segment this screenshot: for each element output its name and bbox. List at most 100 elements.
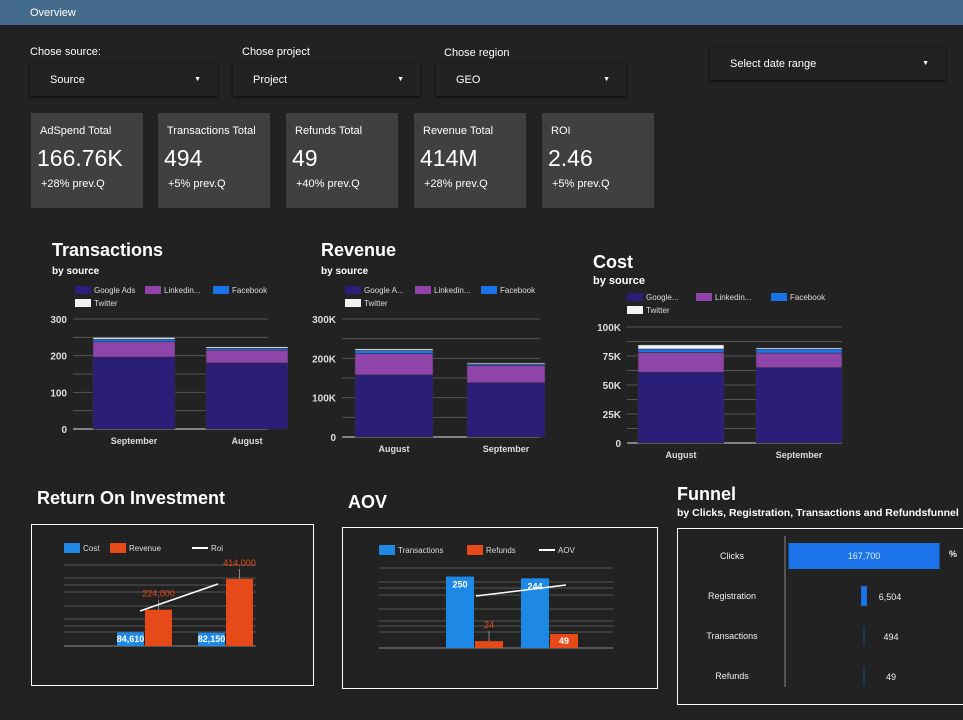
funnel-bar — [788, 543, 940, 569]
funnel-value-label: 6,504 — [879, 592, 902, 602]
header-bar: Overview — [0, 0, 963, 25]
data-label: 49 — [559, 636, 569, 646]
legend-swatch — [481, 286, 497, 294]
bar-segment-linkedin — [755, 352, 843, 368]
line-aov — [475, 584, 567, 597]
bar-segment-linkedin — [92, 341, 176, 358]
kpi-delta: +28% prev.Q — [424, 178, 488, 190]
kpi-delta: +5% prev.Q — [168, 178, 226, 190]
legend-label: Facebook — [232, 286, 268, 295]
bar-revenue — [145, 609, 172, 646]
legend-swatch — [75, 299, 91, 307]
x-tick-label: August — [379, 444, 410, 454]
kpi-roi: ROI 2.46 +5% prev.Q — [542, 113, 654, 208]
legend-label: Revenue — [129, 544, 162, 553]
y-tick-label: 0 — [61, 425, 67, 436]
data-label: 250 — [452, 580, 467, 590]
cost-chart-title: Cost — [593, 252, 633, 272]
y-tick-label: 0 — [615, 439, 621, 450]
legend-label: Roi — [211, 544, 223, 553]
kpi-adspend: AdSpend Total 166.76K +28% prev.Q — [31, 113, 143, 208]
bar-segment-twitter — [92, 337, 176, 340]
bar-segment-linkedin — [466, 365, 546, 384]
y-tick-label: 25K — [603, 410, 622, 421]
y-tick-label: 0 — [330, 433, 336, 444]
project-dropdown[interactable]: Project ▼ — [233, 63, 420, 96]
funnel-chart-subtitle: by Clicks, Registration, Transactions an… — [677, 507, 959, 519]
y-tick-label: 300 — [50, 315, 67, 326]
legend-swatch — [696, 293, 712, 301]
bar-segment-twitter — [466, 362, 546, 365]
funnel-category-label: Transactions — [706, 631, 758, 641]
revenue-chart-subtitle: by source — [321, 266, 369, 277]
legend-swatch — [64, 543, 80, 553]
aov-chart-frame — [342, 527, 658, 689]
legend-label: Google Ads — [94, 286, 135, 295]
kpi-title: Revenue Total — [423, 125, 494, 137]
project-filter-label: Chose project — [242, 46, 310, 58]
y-tick-label: 75K — [603, 352, 622, 363]
x-tick-label: August — [666, 450, 697, 460]
transactions-chart-subtitle: by source — [52, 266, 100, 277]
bar-segment-facebook — [637, 348, 725, 353]
kpi-delta: +40% prev.Q — [296, 178, 360, 190]
kpi-value: 494 — [164, 145, 203, 171]
legend-swatch — [771, 293, 787, 301]
legend-label: AOV — [558, 546, 576, 555]
data-label: 82,150 — [198, 634, 226, 644]
kpi-title: AdSpend Total — [40, 125, 112, 137]
kpi-delta: +5% prev.Q — [552, 178, 610, 190]
funnel-value-label: 167,700 — [848, 551, 881, 561]
funnel-value-label: 494 — [883, 632, 898, 642]
x-tick-label: August — [232, 436, 263, 446]
x-tick-label: September — [111, 436, 158, 446]
bar-segment-linkedin — [205, 349, 289, 364]
legend-label: Cost — [83, 544, 100, 553]
legend-label: Linkedin... — [715, 293, 751, 302]
legend-swatch — [467, 545, 483, 555]
transactions-chart-title: Transactions — [52, 240, 164, 260]
legend-swatch — [627, 293, 643, 301]
roi-chart-title: Return On Investment — [37, 488, 226, 508]
funnel-extra-label: % — [949, 549, 957, 559]
kpi-refunds: Refunds Total 49 +40% prev.Q — [286, 113, 398, 208]
y-tick-label: 200 — [50, 352, 67, 363]
legend-swatch — [213, 286, 229, 294]
bar-revenue — [226, 578, 253, 646]
kpi-title: ROI — [551, 125, 571, 137]
funnel-chart-frame — [677, 528, 963, 705]
caret-down-icon: ▼ — [922, 60, 929, 67]
funnel-category-label: Refunds — [715, 671, 749, 681]
legend-label: Google A... — [364, 286, 404, 295]
project-value: Project — [253, 73, 288, 86]
legend-label: Transactions — [398, 546, 444, 555]
legend-label: Twitter — [364, 299, 388, 308]
bar-segment-facebook — [755, 348, 843, 354]
data-label: 24 — [484, 620, 494, 630]
source-value: Source — [50, 73, 85, 86]
funnel-category-label: Registration — [708, 591, 756, 601]
legend-swatch — [415, 286, 431, 294]
kpi-transactions: Transactions Total 494 +5% prev.Q — [158, 113, 270, 208]
date-range-picker[interactable]: Select date range ▼ — [710, 47, 945, 80]
source-dropdown[interactable]: Source ▼ — [30, 63, 217, 96]
legend-swatch — [345, 286, 361, 294]
bar-transactions — [446, 576, 474, 648]
kpi-delta: +28% prev.Q — [41, 178, 105, 190]
legend-swatch — [379, 545, 395, 555]
region-filter-label: Chose region — [444, 47, 510, 59]
legend-label: Google... — [646, 293, 678, 302]
x-tick-label: September — [483, 444, 530, 454]
bar-segment-facebook — [92, 338, 176, 343]
funnel-value-label: 49 — [886, 672, 896, 682]
region-dropdown[interactable]: GEO ▼ — [436, 63, 626, 96]
bar-cost — [117, 632, 144, 646]
roi-chart-frame — [31, 524, 314, 686]
region-value: GEO — [456, 73, 481, 86]
kpi-value: 414M — [420, 145, 478, 171]
bar-segment-googlea — [354, 374, 434, 438]
kpi-title: Refunds Total — [295, 125, 363, 137]
kpi-revenue: Revenue Total 414M +28% prev.Q — [414, 113, 526, 208]
bar-segment-linkedin — [637, 352, 725, 373]
